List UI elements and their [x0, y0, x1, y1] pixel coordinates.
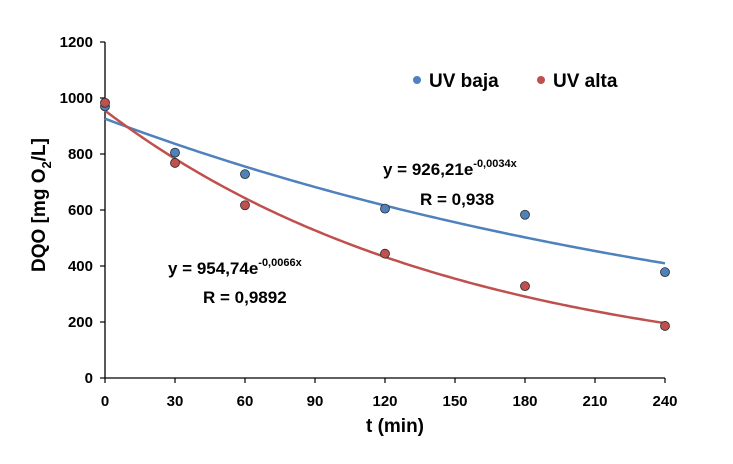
legend-marker-uv-alta — [537, 76, 545, 84]
x-tick-label: 210 — [582, 393, 607, 410]
point-uv-baja — [380, 203, 390, 214]
y-tick-label: 1000 — [60, 90, 93, 107]
r-value-uv-baja: R = 0,938 — [420, 190, 494, 209]
trendlines — [104, 109, 666, 325]
trendline-uv-baja — [104, 117, 666, 265]
y-tick-label: 400 — [68, 258, 93, 275]
x-tick-label: 90 — [307, 393, 324, 410]
point-uv-baja — [520, 209, 530, 220]
y-axis-title-tail: /L] — [29, 138, 50, 161]
equation-uv-alta-exponent: -0,0066x — [258, 257, 302, 269]
equation-uv-baja: y = 926,21e-0,0034x R = 0,938 — [383, 158, 518, 209]
trendline-uv-alta — [104, 109, 666, 325]
legend: UV baja UV alta — [413, 71, 618, 92]
y-axis-title-base: DQO [mg O — [29, 169, 50, 272]
y-axis-title: DQO [mg O2/L] — [29, 138, 54, 272]
legend-label-uv-baja: UV baja — [429, 71, 499, 92]
equation-uv-alta-base: y = 954,74e — [168, 259, 258, 278]
point-uv-baja — [240, 169, 250, 180]
point-uv-baja — [660, 267, 670, 278]
r-value-uv-alta: R = 0,9892 — [203, 288, 287, 307]
y-tick-label: 0 — [85, 370, 93, 387]
x-tick-label: 120 — [372, 393, 397, 410]
x-axis-title: t (min) — [366, 416, 424, 437]
x-tick-label: 30 — [167, 393, 184, 410]
y-tick-label: 200 — [68, 314, 93, 331]
point-uv-alta — [170, 158, 180, 168]
point-uv-alta — [520, 281, 530, 292]
point-uv-alta — [380, 248, 390, 259]
point-uv-baja — [170, 147, 180, 158]
y-axis-title-subscript: 2 — [39, 161, 54, 168]
x-tick-label: 240 — [652, 393, 677, 410]
equation-uv-baja-base: y = 926,21e — [383, 160, 473, 179]
x-tick-label: 150 — [442, 393, 467, 410]
x-tick-label: 60 — [237, 393, 254, 410]
equation-uv-alta: y = 954,74e-0,0066x R = 0,9892 — [168, 257, 303, 307]
y-tick-label: 600 — [68, 202, 93, 219]
data-points — [100, 97, 670, 331]
x-tick-label: 0 — [101, 393, 109, 410]
equation-uv-baja-text: y = 926,21e-0,0034x — [383, 158, 518, 179]
equation-uv-alta-text: y = 954,74e-0,0066x — [168, 257, 303, 278]
point-uv-alta — [100, 97, 110, 108]
point-uv-alta — [240, 200, 250, 211]
y-tick-label: 800 — [68, 146, 93, 163]
equation-uv-baja-exponent: -0,0034x — [473, 158, 517, 170]
x-tick-label: 180 — [512, 393, 537, 410]
y-tick-label: 1200 — [60, 34, 93, 51]
legend-label-uv-alta: UV alta — [553, 71, 618, 92]
legend-marker-uv-baja — [413, 76, 421, 84]
tick-labels: 0 200 400 600 800 1000 1200 0 30 60 90 120 150 180 210… — [60, 34, 678, 410]
point-uv-alta — [660, 321, 670, 331]
